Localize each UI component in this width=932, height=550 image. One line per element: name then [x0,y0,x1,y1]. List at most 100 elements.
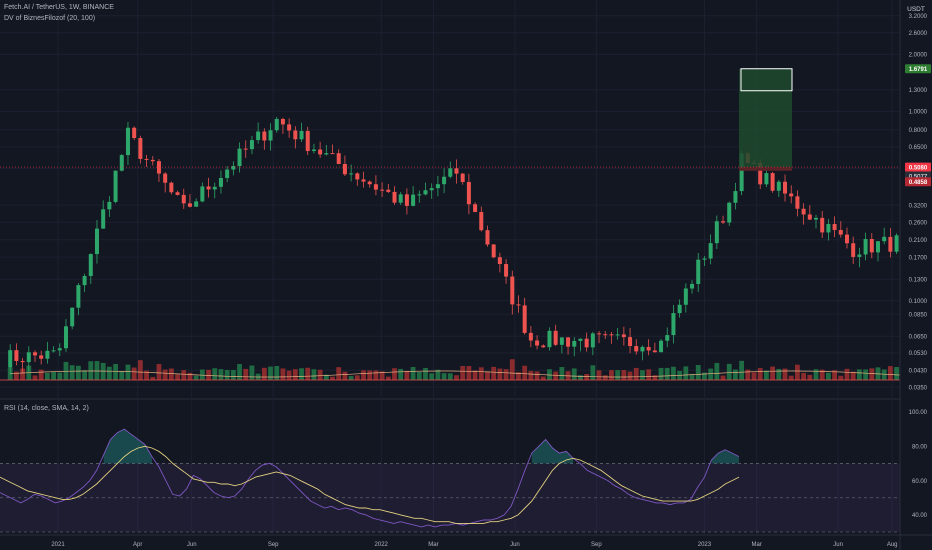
candle [851,243,856,257]
candle [702,258,707,260]
rsi-tick-label: 60.00 [912,479,928,485]
candle [417,194,422,196]
candle [646,346,651,351]
candle [330,153,335,155]
volume-bar [342,371,348,380]
candle [293,130,298,140]
time-tick-label: Mar [428,542,438,548]
candle [163,173,168,183]
candle [857,254,862,257]
volume-bar [788,375,794,380]
volume-bar [224,369,230,380]
price-tick-label: 0.2600 [909,220,928,226]
candle [522,305,527,333]
candle [628,337,633,347]
volume-bar [385,376,391,380]
volume-bar [212,368,218,380]
candle [770,173,775,191]
candle [566,337,571,347]
volume-bar [590,365,596,380]
candle [621,334,626,338]
candle [435,184,440,189]
candle [70,307,75,327]
volume-bar [460,365,466,380]
candle [603,334,608,336]
volume-bar [243,368,249,380]
rsi-legend[interactable]: RSI (14, close, SMA, 14, 2) [4,405,89,412]
time-tick-label: Jun [510,542,520,548]
volume-bar [317,369,323,380]
current-price-badge-bg [905,162,931,172]
time-tick-label: Jun [187,542,197,548]
volume-bar [528,370,534,380]
volume-bar [416,371,422,380]
volume-bar [497,368,503,380]
volume-bar [119,371,125,380]
candle [20,360,25,363]
candle [218,178,223,187]
volume-bar [534,371,540,380]
candle [206,186,211,190]
candle [838,230,843,235]
candle [497,257,502,265]
candle [349,173,354,175]
volume-bar [609,370,614,380]
candle [57,348,62,351]
volume-bar [664,367,670,380]
volume-bar [757,368,763,380]
target-handle [740,68,793,92]
volume-bar [596,370,602,380]
candle [45,350,50,359]
candle [454,168,459,174]
volume-bar [131,367,137,380]
time-axis[interactable]: 2021AprJunSep2022MarJunSep2023MarJunAug9… [0,534,932,548]
volume-bar [379,371,385,380]
rsi-tick-label: 80.00 [912,444,928,450]
volume-bar [454,375,459,380]
candle [287,124,292,131]
volume-bar [367,370,373,380]
volume-bar [869,368,875,380]
volume-bar [175,374,180,380]
candle [187,203,192,207]
long-position-tool[interactable] [0,68,900,171]
candle [101,209,106,229]
candle [181,194,186,204]
candle [776,181,781,191]
rsi-pane[interactable] [0,428,900,533]
volume-bar [106,366,112,380]
volume-bar [410,366,416,380]
candle [150,159,155,162]
volume-bar [646,369,652,380]
price-tick-label: 0.8000 [909,128,928,134]
volume-bar [751,372,757,380]
volume-bar [522,365,528,380]
volume-bar [832,370,837,380]
volume-bar [509,359,515,380]
candle [225,169,230,179]
volume-bar [559,367,565,380]
time-tick-label: 2022 [375,542,389,548]
volume-bar [398,368,404,380]
candle [553,330,558,345]
price-tick-label: 0.2100 [909,238,928,244]
candle [739,153,744,192]
volume-bar [782,368,788,380]
volume-bar [447,373,453,380]
candle [386,189,391,192]
time-tick-label: 2023 [698,542,712,548]
rsi-line [0,428,740,528]
volume-bar [602,375,608,380]
candle [528,332,533,341]
volume-bar [305,367,311,380]
candle [299,130,304,140]
indicator-legend[interactable]: DV of BiznesFilozof (20, 100) [4,15,96,22]
volume-bar [547,369,552,380]
candle [659,340,664,353]
candle [274,118,279,131]
symbol-legend[interactable]: Fetch.AI / TetherUS, 1W, BINANCE [4,4,114,11]
price-tick-label: 0.0530 [909,351,928,357]
candle [144,158,149,160]
